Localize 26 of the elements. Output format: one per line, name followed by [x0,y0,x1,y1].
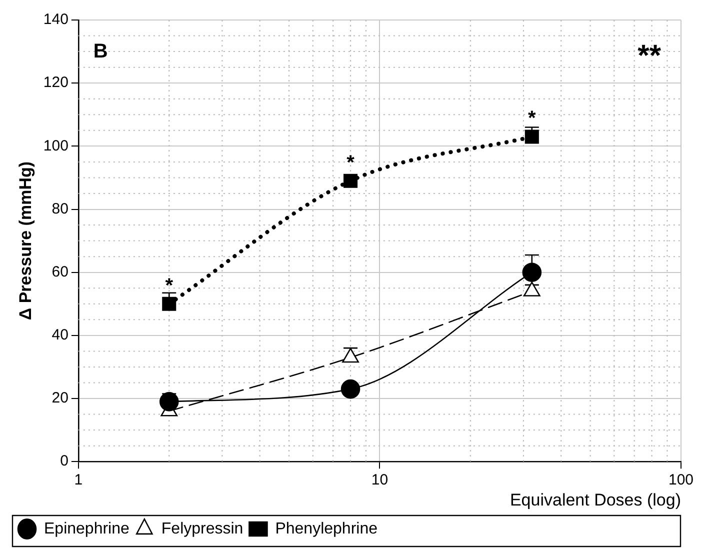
x-tick-label: 100 [668,472,694,489]
point [522,262,542,282]
annotation: ** [638,39,662,72]
point [340,379,360,399]
y-tick-label: 0 [60,452,68,470]
annotation: * [165,274,174,297]
y-axis-title: Δ Pressure (mmHg) [16,161,35,320]
annotation: B [93,40,108,63]
x-tick-label: 1 [74,472,83,489]
point [344,174,358,188]
legend-label: Felypressin [161,520,244,538]
y-tick-label: 100 [43,137,68,154]
y-tick-label: 20 [52,390,68,407]
x-tick-label: 10 [371,472,388,489]
y-tick-label: 40 [52,326,68,344]
y-tick-label: 120 [43,74,68,92]
legend-label: Epinephrine [44,520,130,538]
y-tick-label: 140 [43,11,68,28]
x-axis-title: Equivalent Doses (log) [510,490,681,510]
legend-label: Phenylephrine [275,520,378,538]
annotation: * [528,108,536,130]
point [524,130,539,144]
y-tick-label: 80 [52,200,68,218]
annotation: * [346,152,355,174]
point [162,296,176,311]
y-tick-label: 60 [52,263,68,280]
